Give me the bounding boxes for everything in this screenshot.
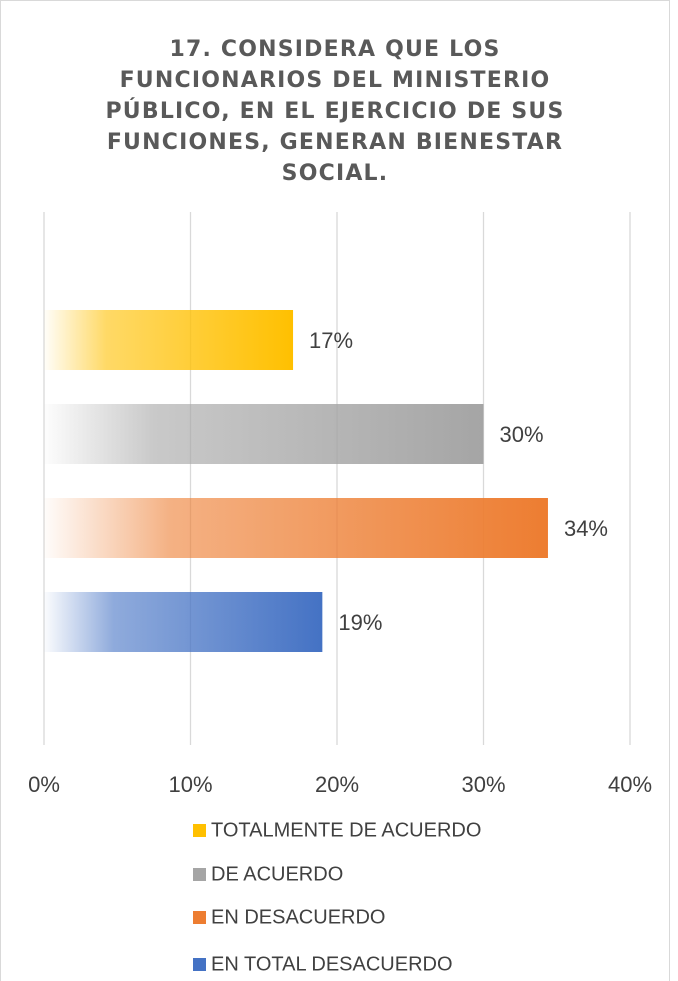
x-tick-label: 10% (168, 772, 212, 797)
legend-swatch (193, 911, 206, 924)
legend-label: TOTALMENTE DE ACUERDO (211, 819, 481, 841)
legend-label: EN TOTAL DESACUERDO (211, 953, 453, 975)
legend-swatch (193, 958, 206, 971)
bar (44, 404, 484, 464)
x-tick-label: 20% (315, 772, 359, 797)
data-label: 30% (500, 422, 544, 447)
legend-swatch (193, 824, 206, 837)
legend-swatch (193, 868, 206, 881)
legend-label: DE ACUERDO (211, 863, 343, 885)
x-tick-label: 30% (461, 772, 505, 797)
data-label: 34% (564, 516, 608, 541)
chart-title: 17. CONSIDERA QUE LOS FUNCIONARIOS DEL M… (105, 37, 565, 186)
data-label: 17% (309, 328, 353, 353)
data-label: 19% (338, 610, 382, 635)
bar (44, 592, 323, 652)
bar (44, 498, 548, 558)
x-tick-label: 40% (608, 772, 652, 797)
x-tick-label: 0% (28, 772, 60, 797)
legend-label: EN DESACUERDO (211, 906, 385, 928)
bar (44, 310, 294, 370)
